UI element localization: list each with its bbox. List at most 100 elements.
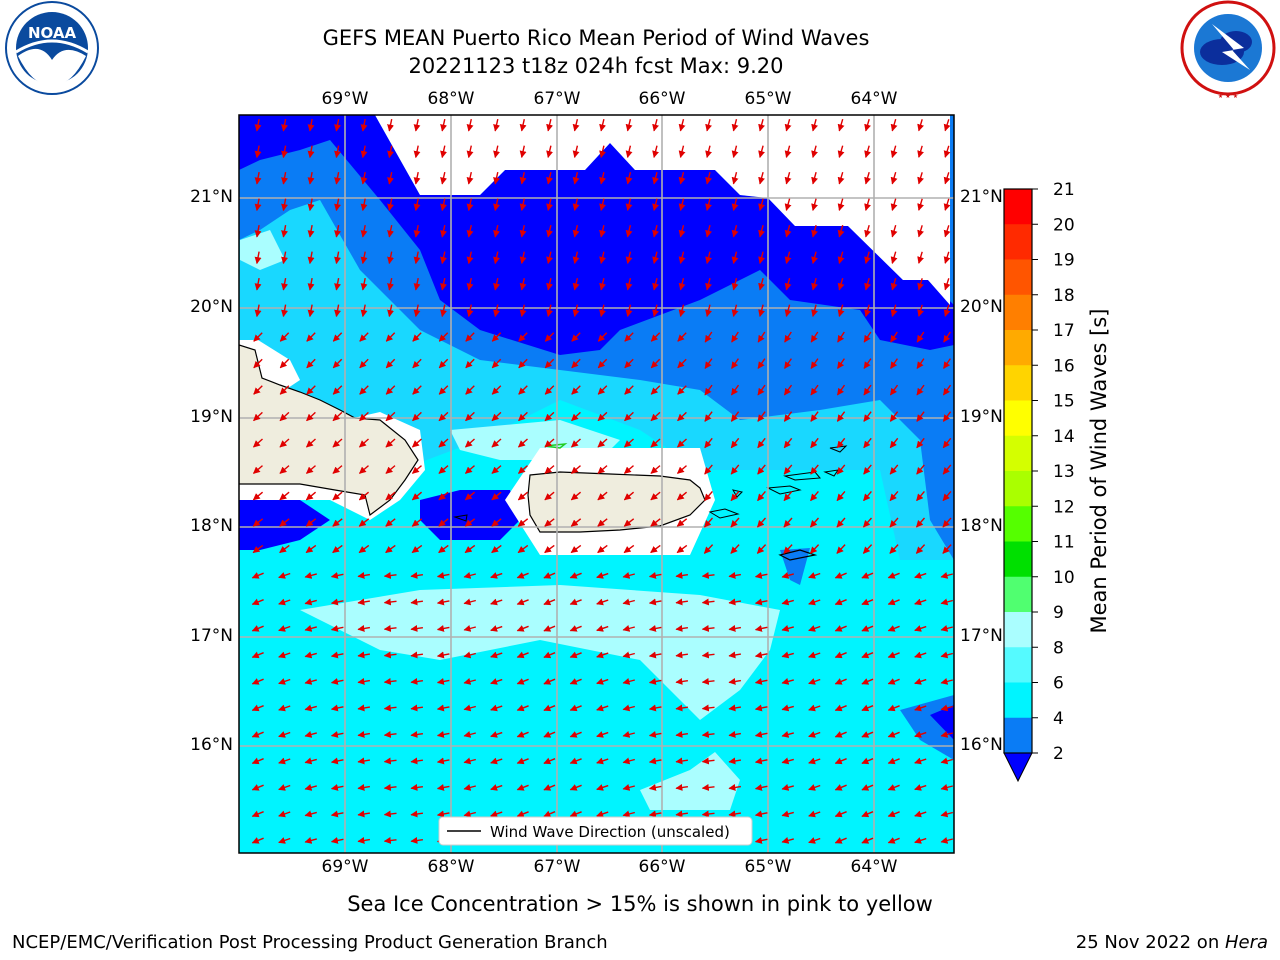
wind-wave-arrow xyxy=(889,490,899,502)
wind-wave-arrow xyxy=(916,411,925,422)
wind-wave-arrow xyxy=(943,358,951,369)
wind-wave-arrow xyxy=(890,278,898,291)
wind-wave-arrow xyxy=(861,678,874,685)
wind-wave-arrow xyxy=(517,438,528,448)
wind-wave-arrow xyxy=(730,437,740,449)
wind-wave-arrow xyxy=(758,172,765,185)
wind-wave-arrow xyxy=(305,465,316,474)
wind-wave-arrow xyxy=(412,411,422,422)
wind-wave-arrow xyxy=(516,572,529,579)
wind-wave-arrow xyxy=(757,437,766,449)
colorbar-cell xyxy=(1004,541,1032,578)
wind-wave-arrow xyxy=(837,145,845,158)
lon-label-bottom: 66°W xyxy=(638,857,686,877)
wind-wave-arrow xyxy=(519,251,527,264)
wind-wave-arrow xyxy=(625,304,633,317)
wind-wave-arrow xyxy=(701,624,715,632)
wind-wave-arrow xyxy=(599,278,606,291)
wind-wave-arrow xyxy=(836,490,846,502)
wind-wave-arrow xyxy=(279,411,290,422)
wind-wave-arrow xyxy=(652,278,659,291)
wind-wave-arrow xyxy=(784,119,792,132)
wind-wave-arrow xyxy=(330,757,344,765)
wind-wave-arrow xyxy=(675,810,688,818)
wind-wave-arrow xyxy=(914,678,927,685)
colorbar-cell xyxy=(1004,365,1032,401)
wind-wave-arrow xyxy=(811,145,818,158)
wind-wave-arrow xyxy=(305,438,316,448)
wind-wave-arrow xyxy=(466,118,474,132)
wind-wave-arrow xyxy=(758,198,765,211)
wind-wave-arrow xyxy=(330,678,344,685)
wind-wave-arrow xyxy=(387,145,394,159)
wind-wave-arrow xyxy=(810,358,819,369)
wind-wave-arrow xyxy=(730,544,740,554)
wind-wave-arrow xyxy=(491,544,502,554)
wind-wave-arrow xyxy=(728,571,742,579)
wind-wave-arrow xyxy=(890,358,898,369)
wind-wave-arrow xyxy=(704,331,713,343)
wind-wave-arrow xyxy=(546,251,553,264)
wind-wave-arrow xyxy=(278,837,291,844)
wind-wave-arrow xyxy=(599,119,606,132)
wind-wave-arrow xyxy=(757,331,766,343)
wind-wave-arrow xyxy=(889,544,899,554)
wind-wave-arrow xyxy=(676,465,687,474)
wind-wave-arrow xyxy=(357,704,371,712)
wind-wave-arrow xyxy=(436,572,450,579)
wind-wave-arrow xyxy=(410,836,423,844)
wind-wave-arrow xyxy=(413,251,421,265)
wind-wave-arrow xyxy=(701,677,715,685)
wind-wave-arrow xyxy=(493,304,500,318)
wind-wave-arrow xyxy=(864,172,871,185)
wind-wave-arrow xyxy=(543,651,556,659)
wind-wave-arrow xyxy=(493,145,500,159)
colorbar-cell xyxy=(1004,294,1032,331)
wind-wave-arrow xyxy=(466,224,474,238)
colorbar-tick-label: 4 xyxy=(1053,709,1064,729)
lat-label-right: 19°N xyxy=(960,407,1003,427)
wind-wave-arrow xyxy=(810,464,819,475)
wind-wave-arrow xyxy=(625,278,633,291)
wind-wave-arrow xyxy=(940,810,953,818)
wind-wave-arrow xyxy=(279,491,290,501)
wind-wave-arrow xyxy=(783,490,793,502)
wind-wave-arrow xyxy=(704,490,713,502)
wind-wave-arrow xyxy=(731,198,739,211)
wind-wave-arrow xyxy=(413,171,421,185)
wind-wave-arrow xyxy=(543,572,556,579)
wind-wave-arrow xyxy=(757,464,766,475)
wind-wave-arrow xyxy=(758,251,765,264)
wind-wave-arrow xyxy=(624,411,634,422)
wind-wave-arrow xyxy=(837,304,845,317)
wind-wave-arrow xyxy=(678,172,686,185)
wind-wave-arrow xyxy=(916,358,925,369)
wind-wave-arrow xyxy=(572,251,580,264)
wind-wave-arrow xyxy=(570,491,582,501)
wind-wave-arrow xyxy=(914,704,927,712)
footer-left: NCEP/EMC/Verification Post Processing Pr… xyxy=(12,932,608,953)
wind-wave-arrow xyxy=(730,464,740,475)
wind-wave-arrow xyxy=(834,784,847,791)
wind-wave-arrow xyxy=(385,465,396,474)
wind-wave-arrow xyxy=(837,251,845,264)
wind-wave-arrow xyxy=(837,358,845,369)
wind-wave-arrow xyxy=(383,571,397,579)
wind-wave-arrow xyxy=(863,490,872,502)
wind-wave-arrow xyxy=(334,145,341,159)
wind-wave-arrow xyxy=(251,625,264,632)
wind-wave-arrow xyxy=(358,465,369,474)
wind-wave-arrow xyxy=(466,198,474,212)
wind-wave-arrow xyxy=(569,731,582,738)
wind-wave-arrow xyxy=(330,810,344,818)
colorbar-cell xyxy=(1004,471,1032,507)
wind-wave-arrow xyxy=(252,491,264,501)
wind-wave-arrow xyxy=(254,277,262,291)
wind-wave-arrow xyxy=(360,277,368,291)
wind-wave-arrow xyxy=(864,225,871,238)
wind-wave-arrow xyxy=(410,571,423,579)
wind-wave-arrow xyxy=(731,304,739,317)
wind-wave-arrow xyxy=(281,251,288,265)
wind-wave-arrow xyxy=(916,384,925,396)
wind-wave-arrow xyxy=(572,225,580,238)
